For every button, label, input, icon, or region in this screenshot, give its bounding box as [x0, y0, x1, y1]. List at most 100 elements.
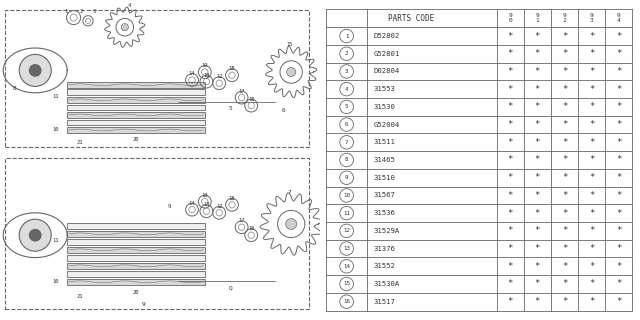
Text: 16: 16 — [248, 226, 255, 231]
FancyBboxPatch shape — [67, 105, 205, 110]
Text: 13: 13 — [203, 202, 210, 207]
Text: *: * — [508, 191, 513, 200]
Text: 7: 7 — [345, 140, 348, 145]
Text: 12: 12 — [343, 228, 350, 233]
Text: *: * — [562, 262, 567, 271]
Text: *: * — [508, 244, 513, 253]
Text: 2: 2 — [345, 51, 348, 56]
Text: *: * — [616, 226, 621, 235]
Text: *: * — [534, 244, 540, 253]
Text: *: * — [589, 67, 595, 76]
Text: *: * — [508, 226, 513, 235]
Text: 16: 16 — [248, 97, 255, 102]
Circle shape — [122, 24, 128, 31]
Text: 12: 12 — [216, 204, 223, 209]
Text: 3: 3 — [345, 69, 348, 74]
Text: *: * — [508, 262, 513, 271]
Text: *: * — [562, 244, 567, 253]
FancyBboxPatch shape — [67, 239, 205, 245]
Text: G52004: G52004 — [373, 122, 399, 128]
Circle shape — [285, 219, 297, 229]
FancyBboxPatch shape — [67, 223, 205, 229]
FancyBboxPatch shape — [67, 247, 205, 253]
Text: *: * — [589, 49, 595, 58]
Text: *: * — [589, 32, 595, 41]
Text: 20: 20 — [132, 137, 140, 142]
Text: *: * — [534, 209, 540, 218]
Text: *: * — [562, 67, 567, 76]
FancyBboxPatch shape — [67, 279, 205, 285]
Text: 10: 10 — [343, 193, 350, 198]
Text: 18: 18 — [228, 196, 236, 201]
Text: 8: 8 — [345, 157, 348, 163]
Text: *: * — [589, 85, 595, 94]
Text: 6: 6 — [345, 122, 348, 127]
Text: 20: 20 — [132, 290, 140, 295]
Text: 31529A: 31529A — [373, 228, 399, 234]
Text: 5: 5 — [345, 104, 348, 109]
Text: *: * — [589, 209, 595, 218]
Text: *: * — [562, 102, 567, 111]
Text: *: * — [508, 32, 513, 41]
Text: PARTS CODE: PARTS CODE — [388, 14, 435, 23]
Text: 9
0: 9 0 — [508, 13, 512, 23]
Text: *: * — [616, 138, 621, 147]
Text: *: * — [534, 67, 540, 76]
Text: *: * — [534, 297, 540, 306]
Text: 12: 12 — [216, 74, 223, 79]
Text: 31567: 31567 — [373, 192, 395, 198]
Text: 8: 8 — [13, 85, 16, 91]
FancyBboxPatch shape — [67, 231, 205, 237]
Text: 1: 1 — [345, 34, 348, 38]
Text: 9: 9 — [168, 204, 172, 209]
Text: *: * — [589, 191, 595, 200]
Text: 10: 10 — [52, 279, 60, 284]
Text: *: * — [589, 262, 595, 271]
Text: *: * — [616, 262, 621, 271]
Text: 31517: 31517 — [373, 299, 395, 305]
FancyBboxPatch shape — [67, 127, 205, 133]
Text: 9
1: 9 1 — [536, 13, 539, 23]
Text: *: * — [508, 120, 513, 129]
Text: 11: 11 — [52, 93, 60, 99]
Text: *: * — [508, 102, 513, 111]
Text: *: * — [589, 120, 595, 129]
Text: *: * — [508, 209, 513, 218]
Text: 11: 11 — [52, 237, 60, 243]
Circle shape — [19, 219, 51, 251]
Text: *: * — [508, 279, 513, 288]
Text: *: * — [534, 191, 540, 200]
Text: 7: 7 — [288, 189, 291, 195]
Text: 17: 17 — [238, 218, 245, 223]
FancyBboxPatch shape — [67, 255, 205, 261]
Text: 31530A: 31530A — [373, 281, 399, 287]
FancyBboxPatch shape — [67, 89, 205, 95]
Text: D02804: D02804 — [373, 68, 399, 75]
Text: 9
2: 9 2 — [563, 13, 566, 23]
Text: 9: 9 — [142, 301, 146, 307]
Text: *: * — [616, 67, 621, 76]
Text: 31536: 31536 — [373, 210, 395, 216]
Text: *: * — [562, 191, 567, 200]
Text: 4: 4 — [345, 87, 348, 92]
Text: *: * — [589, 297, 595, 306]
Text: *: * — [562, 32, 567, 41]
Text: 14: 14 — [343, 264, 350, 269]
Text: *: * — [562, 120, 567, 129]
Text: *: * — [616, 173, 621, 182]
Text: G52801: G52801 — [373, 51, 399, 57]
Text: 2: 2 — [80, 9, 83, 14]
Text: 4: 4 — [128, 3, 131, 8]
Text: *: * — [534, 173, 540, 182]
Text: *: * — [562, 209, 567, 218]
Text: 31552: 31552 — [373, 263, 395, 269]
Text: 16: 16 — [343, 299, 350, 304]
Circle shape — [19, 54, 51, 86]
Text: 31530: 31530 — [373, 104, 395, 110]
Text: *: * — [616, 120, 621, 129]
Text: *: * — [534, 138, 540, 147]
Text: 3: 3 — [93, 9, 96, 14]
Text: *: * — [508, 173, 513, 182]
Text: 18: 18 — [228, 66, 236, 71]
Text: 31511: 31511 — [373, 139, 395, 145]
